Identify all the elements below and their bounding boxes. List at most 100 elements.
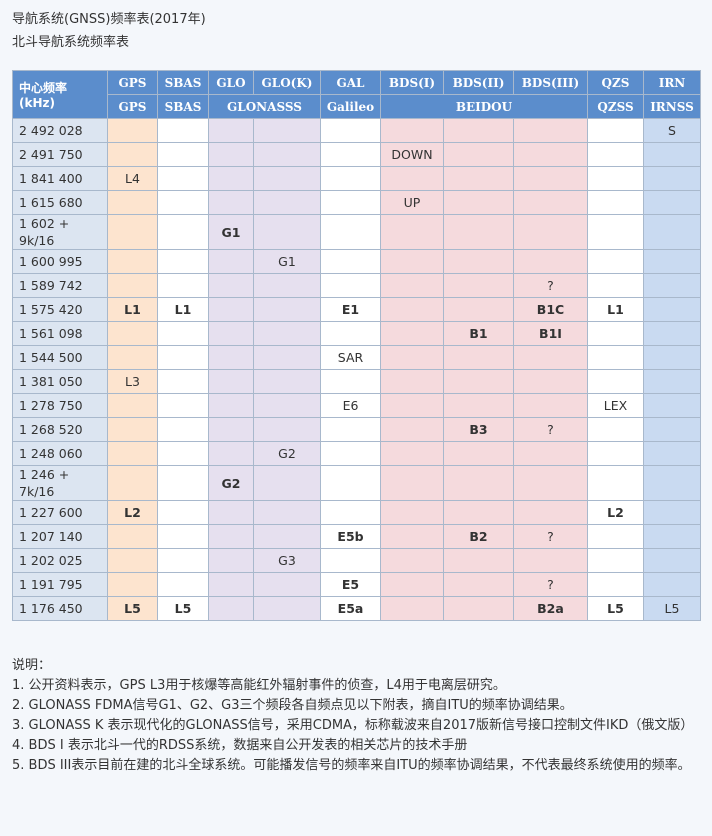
empty-cell <box>443 572 514 597</box>
frequency-text: 1 246 + 7k/16 <box>19 467 70 499</box>
empty-cell <box>157 142 209 167</box>
empty-cell <box>643 369 701 394</box>
empty-cell <box>443 249 514 274</box>
header-cell: SBAS <box>157 94 209 119</box>
empty-cell <box>443 465 514 501</box>
empty-cell <box>587 273 644 298</box>
empty-cell <box>643 548 701 573</box>
header-cell: BEIDOU <box>380 94 588 119</box>
empty-cell <box>253 214 321 250</box>
empty-cell <box>253 273 321 298</box>
signal-cell: G1 <box>253 249 321 274</box>
header-cell: SBAS <box>157 70 209 95</box>
empty-cell <box>443 596 514 621</box>
table-row: 1 278 750 E6 LEX <box>12 393 701 418</box>
empty-cell <box>443 441 514 466</box>
frequency-cell: 1 615 680 <box>12 190 108 215</box>
empty-cell <box>643 441 701 466</box>
frequency-text: 1 602 + 9k/16 <box>19 216 70 248</box>
empty-cell <box>443 369 514 394</box>
empty-cell <box>107 393 158 418</box>
empty-cell <box>643 249 701 274</box>
empty-cell <box>587 417 644 442</box>
empty-cell <box>107 417 158 442</box>
empty-cell <box>587 369 644 394</box>
signal-cell: E1 <box>320 297 381 322</box>
empty-cell <box>643 321 701 346</box>
empty-cell <box>587 214 644 250</box>
empty-cell <box>320 214 381 250</box>
signal-cell: L2 <box>107 500 158 525</box>
empty-cell <box>380 273 444 298</box>
empty-cell <box>107 142 158 167</box>
empty-cell <box>587 548 644 573</box>
header-row: 中心频率 (kHz) GPS SBAS GLO GLO(K) GAL BDS(I) BDS(I… <box>12 70 701 119</box>
frequency-cell: 1 381 050 <box>12 369 108 394</box>
empty-cell <box>107 441 158 466</box>
table-row: 1 176 450 L5 L5 E5a B2a L5 L5 <box>12 596 701 621</box>
empty-cell <box>513 393 588 418</box>
empty-cell <box>208 572 254 597</box>
frequency-cell: 1 589 742 <box>12 273 108 298</box>
empty-cell <box>320 548 381 573</box>
empty-cell <box>320 441 381 466</box>
title: 导航系统(GNSS)频率表(2017年) <box>12 12 206 27</box>
note-item: 2. GLONASS FDMA信号G1、G2、G3三个频段各自频点见以下附表，摘… <box>12 698 573 713</box>
empty-cell <box>513 441 588 466</box>
empty-cell <box>643 214 701 250</box>
signal-cell: E5a <box>320 596 381 621</box>
empty-cell <box>107 249 158 274</box>
empty-cell <box>513 118 588 143</box>
empty-cell <box>587 190 644 215</box>
empty-cell <box>157 166 209 191</box>
empty-cell <box>107 524 158 549</box>
header-cell: GPS <box>107 70 158 95</box>
header-cell: GLO <box>208 70 254 95</box>
empty-cell <box>208 369 254 394</box>
empty-cell <box>107 214 158 250</box>
empty-cell <box>320 142 381 167</box>
frequency-table: 中心频率 (kHz) GPS SBAS GLO GLO(K) GAL BDS(I) BDS(I… <box>12 70 701 621</box>
empty-cell <box>253 369 321 394</box>
empty-cell <box>380 249 444 274</box>
empty-cell <box>208 417 254 442</box>
signal-cell: G2 <box>208 465 254 501</box>
empty-cell <box>208 500 254 525</box>
empty-cell <box>320 369 381 394</box>
header-cell: BDS(II) <box>443 70 514 95</box>
header-cell: QZSS <box>587 94 644 119</box>
frequency-cell: 2 492 028 <box>12 118 108 143</box>
header-row: GPS SBAS GLONASSS Galileo BEIDOU QZSS IRNSS <box>13 94 701 119</box>
table-row: 1 381 050 L3 <box>12 369 701 394</box>
frequency-cell: 1 268 520 <box>12 417 108 442</box>
notes: 说明： 1. 公开资料表示，GPS L3用于核爆等高能红外辐射事件的侦查，L4用… <box>12 656 702 776</box>
empty-cell <box>587 572 644 597</box>
empty-cell <box>443 345 514 370</box>
frequency-text: 1 207 140 <box>19 529 83 544</box>
empty-cell <box>587 249 644 274</box>
empty-cell <box>380 524 444 549</box>
empty-cell <box>107 118 158 143</box>
frequency-text: 1 600 995 <box>19 254 83 269</box>
empty-cell <box>253 118 321 143</box>
header-cell: GPS <box>107 94 158 119</box>
empty-cell <box>253 321 321 346</box>
signal-cell: L4 <box>107 166 158 191</box>
empty-cell <box>380 369 444 394</box>
frequency-text: 1 227 600 <box>19 505 83 520</box>
empty-cell <box>208 393 254 418</box>
empty-cell <box>380 465 444 501</box>
header-cell: BDS(I) <box>380 70 444 95</box>
frequency-cell: 1 278 750 <box>12 393 108 418</box>
empty-cell <box>380 441 444 466</box>
frequency-cell: 1 248 060 <box>12 441 108 466</box>
header-cell: GLO(K) <box>253 70 321 95</box>
empty-cell <box>587 142 644 167</box>
empty-cell <box>643 273 701 298</box>
header-cell: Galileo <box>320 94 381 119</box>
table-row: 2 492 028 S <box>12 118 701 143</box>
empty-cell <box>443 273 514 298</box>
frequency-text: 1 278 750 <box>19 398 83 413</box>
empty-cell <box>208 548 254 573</box>
notes-heading: 说明： <box>12 658 52 673</box>
